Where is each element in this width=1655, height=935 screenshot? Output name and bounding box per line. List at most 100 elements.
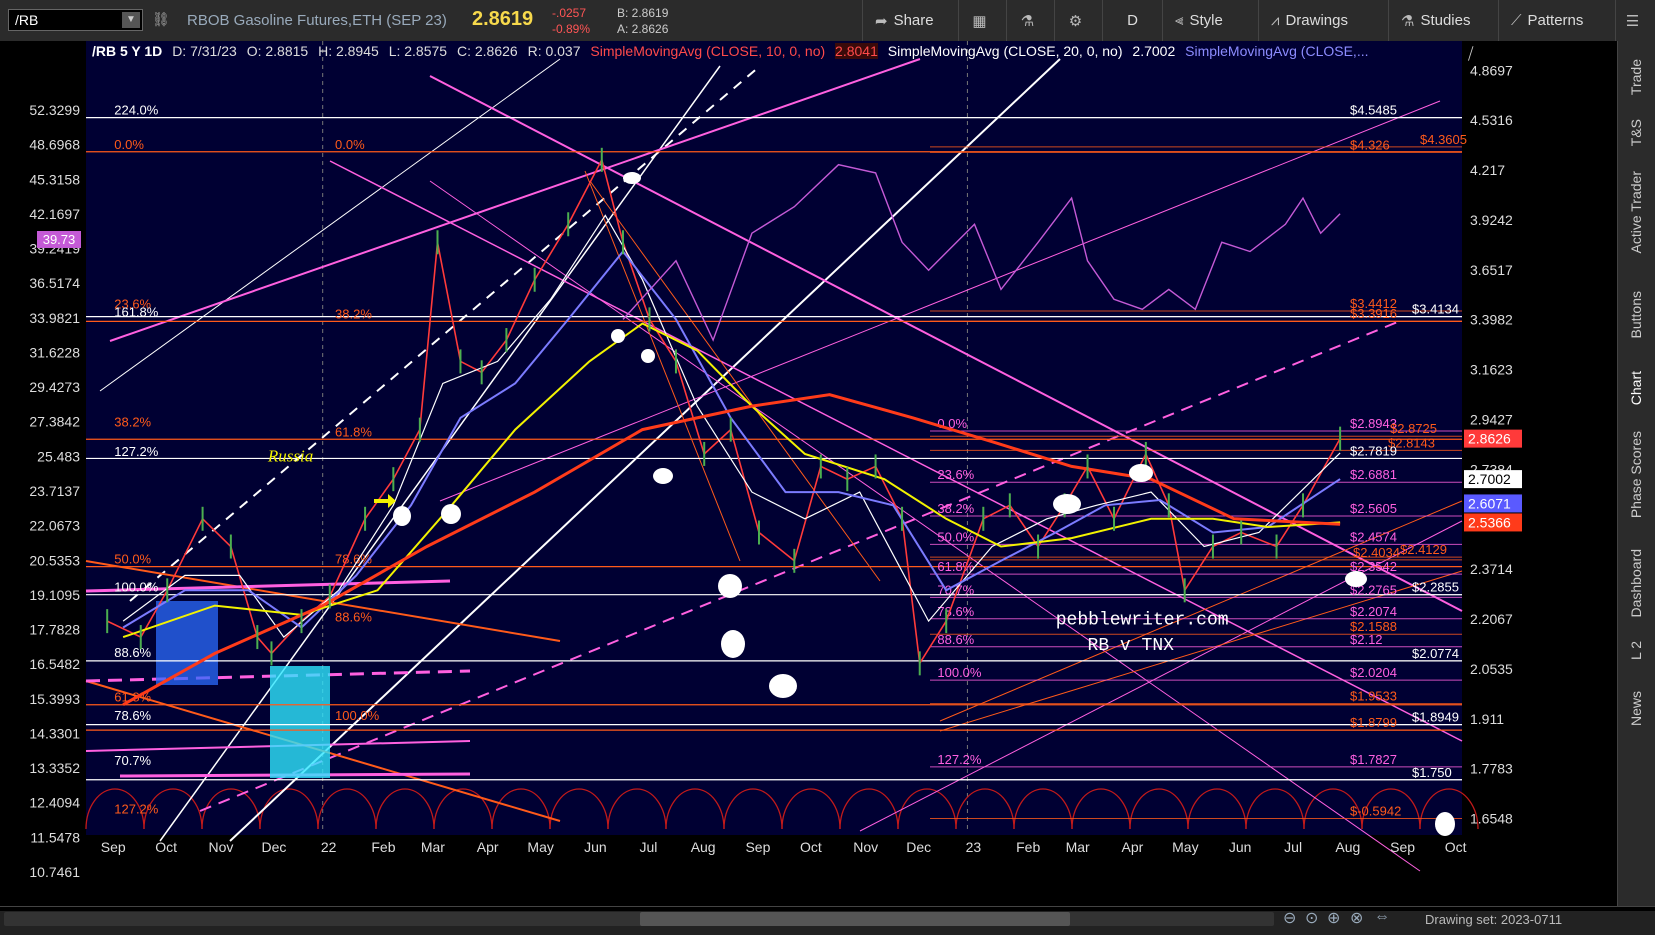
chart-settings-button[interactable]: ▦ bbox=[958, 0, 1006, 41]
fib-fan-line bbox=[85, 560, 561, 642]
cycle-arc bbox=[85, 788, 145, 830]
channel-line-white bbox=[99, 58, 561, 392]
studies-lab-button[interactable]: ⚗ bbox=[1006, 0, 1054, 41]
left-axis-background bbox=[0, 41, 86, 906]
price-badge: 2.7002 bbox=[1468, 471, 1511, 487]
annotation-text: RB v TNX bbox=[1088, 636, 1175, 656]
tab-dashboard[interactable]: Dashboard bbox=[1628, 549, 1644, 618]
x-axis-tick: May bbox=[1172, 839, 1198, 855]
tab-active-trader[interactable]: Active Trader bbox=[1628, 171, 1644, 254]
fib-label: 78.6% bbox=[937, 604, 974, 619]
bid-value: B: 2.8619 bbox=[617, 6, 669, 20]
cycle-arc bbox=[259, 788, 319, 830]
tab-t-s[interactable]: T&S bbox=[1628, 119, 1644, 147]
highlight-box-cyan bbox=[270, 666, 330, 778]
change-percent: -0.89% bbox=[552, 22, 591, 36]
level-label: $3.3916 bbox=[1350, 306, 1397, 321]
level-label: $2.6881 bbox=[1350, 467, 1397, 482]
header-date: D: 7/31/23 bbox=[172, 43, 237, 59]
right-axis-tick: 4.217 bbox=[1470, 162, 1505, 178]
cycle-arc bbox=[897, 788, 957, 830]
x-axis-tick: Feb bbox=[371, 839, 395, 855]
fib-label: 38.2% bbox=[114, 415, 151, 430]
level-label: $2.4574 bbox=[1350, 529, 1397, 544]
studies-button[interactable]: ⚗ Studies bbox=[1388, 0, 1498, 41]
x-axis-tick: Oct bbox=[1445, 839, 1467, 855]
level-label: $2.1588 bbox=[1350, 619, 1397, 634]
gear-icon: ⚙ bbox=[1068, 12, 1083, 30]
style-button[interactable]: ⫷ Style bbox=[1162, 0, 1258, 41]
right-axis-tick: 4.8697 bbox=[1470, 62, 1513, 78]
marker-dot bbox=[611, 329, 625, 343]
right-axis-tick: 3.3982 bbox=[1470, 312, 1513, 328]
arrow-icon bbox=[374, 494, 396, 508]
marker-dot bbox=[1435, 812, 1455, 836]
patterns-label: Patterns bbox=[1527, 12, 1584, 29]
price-badge-bg bbox=[1464, 494, 1522, 513]
marker-dot bbox=[1129, 464, 1153, 482]
menu-button[interactable]: ☰ bbox=[1615, 0, 1655, 41]
chevron-down-icon[interactable]: ▼ bbox=[122, 12, 140, 28]
symbol-input[interactable]: /RB ▼ bbox=[8, 9, 143, 31]
fib-label: 78.6% bbox=[335, 552, 372, 567]
price-chart[interactable]: $4.5485 $4.326 $4.3605 $3.4412$3.3916 $3.413… bbox=[0, 41, 1617, 906]
right-axis-tick: 3.9242 bbox=[1470, 212, 1513, 228]
right-sidebar: Trade T&S Active Trader Buttons Chart Phase S… bbox=[1617, 41, 1655, 906]
tab-trade[interactable]: Trade bbox=[1628, 59, 1644, 96]
zoom-in-icon[interactable]: ⊕ bbox=[1327, 910, 1341, 927]
level-label: $2.0204 bbox=[1350, 665, 1397, 680]
right-axis-tick: 3.1623 bbox=[1470, 362, 1513, 378]
drawings-button[interactable]: ⩘ Drawings bbox=[1258, 0, 1388, 41]
left-axis-tick: 45.3158 bbox=[29, 171, 80, 187]
time-scrollbar[interactable] bbox=[4, 912, 1274, 926]
sma20-label: SimpleMovingAvg (CLOSE, 20, 0, no) bbox=[887, 43, 1123, 59]
left-axis-tick: 11.5478 bbox=[30, 829, 80, 845]
cycle-arc bbox=[143, 788, 203, 830]
pan-icon[interactable]: ⇔ bbox=[1374, 908, 1390, 925]
share-button[interactable]: ➦ Share bbox=[862, 0, 958, 41]
x-axis-tick: May bbox=[527, 839, 553, 855]
ask-value: A: 2.8626 bbox=[617, 22, 669, 36]
tab-l-2[interactable]: L 2 bbox=[1628, 641, 1644, 660]
last-price: 2.8619 bbox=[472, 8, 534, 30]
level-label: $2.0774 bbox=[1412, 646, 1459, 661]
right-axis-tick: 2.3714 bbox=[1470, 561, 1513, 577]
link-icon[interactable]: ⛓ bbox=[152, 11, 170, 27]
x-axis-tick: Oct bbox=[155, 839, 177, 855]
fib-fan-line bbox=[584, 170, 741, 562]
price-badge-bg bbox=[1464, 429, 1522, 448]
right-axis-tick: 1.6548 bbox=[1470, 811, 1513, 827]
channel-line-white-dashed bbox=[129, 65, 761, 602]
fib-label: 0.0% bbox=[114, 137, 144, 152]
settings-button[interactable]: ⚙ bbox=[1054, 0, 1102, 41]
fib-label: 38.2% bbox=[335, 306, 372, 321]
level-label: $1.7827 bbox=[1350, 752, 1397, 767]
scrollbar-thumb[interactable] bbox=[640, 912, 1070, 926]
flask-icon: ⚗ bbox=[1020, 12, 1035, 30]
chart-area[interactable]: $4.5485 $4.326 $4.3605 $3.4412 $3.3916 $3.413… bbox=[0, 41, 1617, 906]
x-axis-tick: Mar bbox=[1066, 839, 1090, 855]
support-line bbox=[85, 669, 471, 683]
marker-dot bbox=[623, 172, 641, 184]
channel-line-pink bbox=[429, 180, 1421, 872]
tab-buttons[interactable]: Buttons bbox=[1628, 291, 1644, 339]
tab-phase-scores[interactable]: Phase Scores bbox=[1628, 431, 1644, 519]
tab-news[interactable]: News bbox=[1628, 691, 1644, 727]
zoom-fit-icon[interactable]: ⊗ bbox=[1350, 910, 1364, 927]
cycle-arc bbox=[433, 788, 493, 830]
fib-label: 127.2% bbox=[114, 444, 159, 459]
cycle-arc bbox=[549, 788, 609, 830]
price-badge-bg bbox=[1464, 513, 1522, 532]
cycle-arc bbox=[955, 788, 1015, 830]
zoom-reset-icon[interactable]: ⊙ bbox=[1305, 910, 1319, 927]
x-axis-tick: Sep bbox=[1390, 839, 1415, 855]
level-label: $3.4412 bbox=[1350, 296, 1397, 311]
patterns-button[interactable]: ⟋ Patterns bbox=[1498, 0, 1615, 41]
tab-chart[interactable]: Chart bbox=[1628, 371, 1644, 406]
right-axis-tick: 1.7783 bbox=[1470, 761, 1513, 777]
top-toolbar: /RB ▼ ⛓ RBOB Gasoline Futures,ETH (SEP 23… bbox=[0, 0, 1655, 42]
period-button[interactable]: D bbox=[1102, 0, 1162, 41]
zoom-out-icon[interactable]: ⊖ bbox=[1283, 910, 1297, 927]
fib-label: 61.8% bbox=[937, 559, 974, 574]
right-axis-tick: 4.5316 bbox=[1470, 112, 1513, 128]
